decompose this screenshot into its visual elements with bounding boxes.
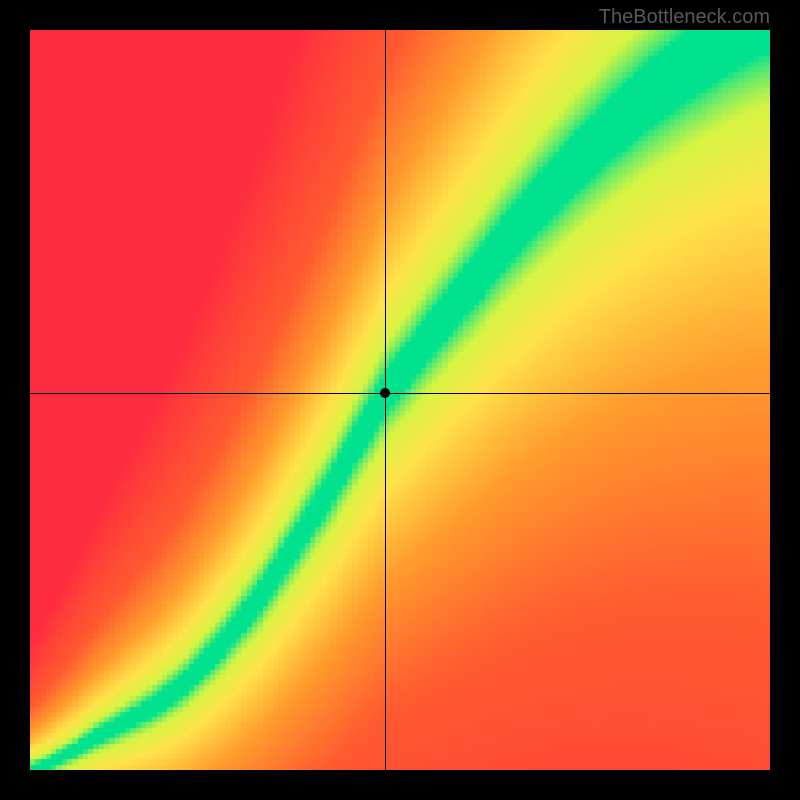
heatmap-canvas [30, 30, 770, 770]
bottleneck-heatmap [30, 30, 770, 770]
intersection-marker [380, 388, 390, 398]
crosshair-vertical [385, 30, 386, 770]
crosshair-horizontal [30, 393, 770, 394]
watermark-text: TheBottleneck.com [599, 6, 770, 29]
